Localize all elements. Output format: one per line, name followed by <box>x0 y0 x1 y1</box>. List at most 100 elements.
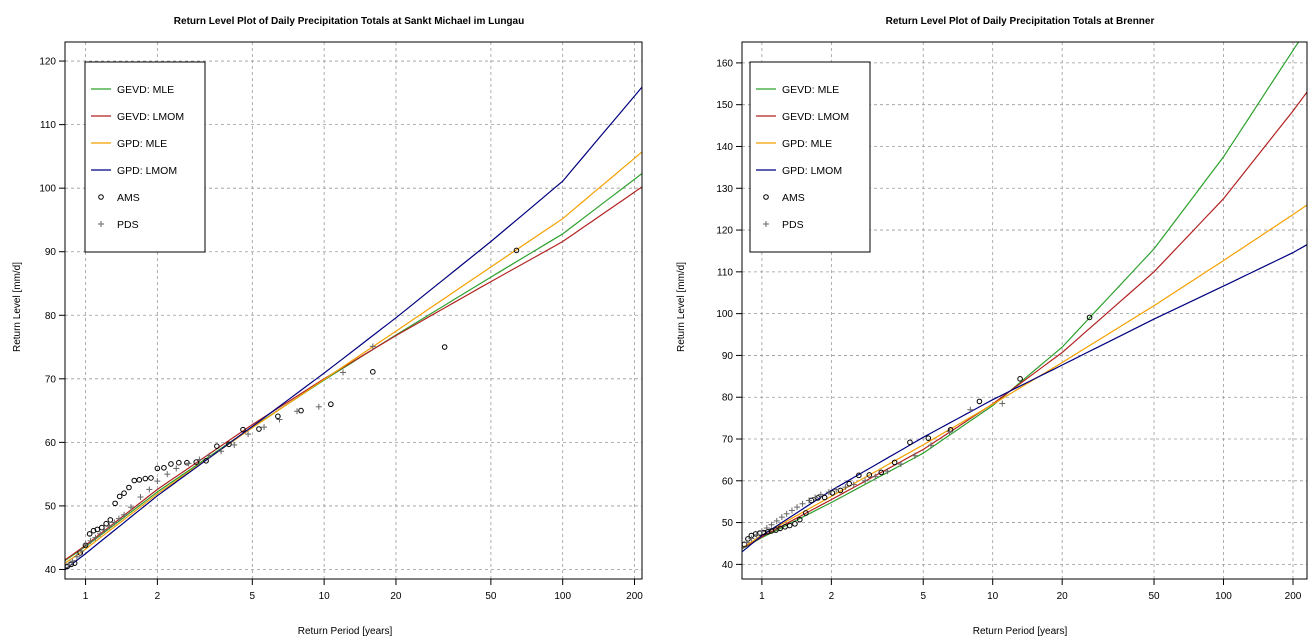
y-tick-label: 70 <box>722 435 734 446</box>
x-tick-label: 5 <box>920 591 926 602</box>
pds-point <box>927 442 934 449</box>
ams-point <box>370 369 376 375</box>
pds-point <box>788 507 795 514</box>
y-tick-label: 60 <box>45 438 57 449</box>
pds-point <box>748 535 755 542</box>
pds-point <box>369 343 376 350</box>
x-tick-label: 200 <box>626 591 643 602</box>
legend-item: GPD: LMOM <box>756 165 842 177</box>
chart-panel-brenner: Return Level Plot of Daily Precipitation… <box>676 16 1308 637</box>
pds-point <box>137 494 144 501</box>
series-line <box>742 91 1307 550</box>
x-axis-label: Return Period [years] <box>298 626 393 637</box>
pds-point <box>276 416 283 423</box>
pds-point <box>121 511 128 518</box>
pds-point <box>261 424 268 431</box>
pds-point <box>115 515 122 522</box>
y-axis-label: Return Level [mm/d] <box>12 262 23 352</box>
y-tick-label: 140 <box>716 142 733 153</box>
x-tick-label: 100 <box>1215 591 1232 602</box>
pds-point <box>884 468 891 475</box>
ams-point <box>837 487 844 494</box>
ams-point <box>907 439 913 446</box>
ams-point <box>94 526 101 533</box>
x-tick-label: 20 <box>1057 591 1069 602</box>
pds-point <box>773 517 780 524</box>
y-tick-label: 70 <box>45 374 57 385</box>
axis-ticks <box>59 60 636 585</box>
pds-point <box>825 489 832 496</box>
ams-point <box>226 441 232 448</box>
plot-frame <box>64 41 643 580</box>
ams-point <box>298 407 304 414</box>
ams-point <box>797 516 803 523</box>
pds-point <box>231 441 238 448</box>
pds-point <box>106 523 113 530</box>
axis-ticks <box>736 62 1294 585</box>
legend-label: AMS <box>117 192 140 204</box>
pds-point <box>783 510 790 517</box>
ams-point <box>112 500 118 507</box>
pds-point <box>315 403 322 410</box>
y-tick-label: 160 <box>716 58 733 69</box>
legend-item: AMS <box>98 192 140 204</box>
plot-frame <box>741 41 1308 580</box>
y-tick-label: 150 <box>716 100 733 111</box>
series-line <box>742 244 1307 553</box>
ams-point <box>214 443 220 449</box>
plot-area <box>65 86 642 571</box>
ams-point <box>184 459 190 466</box>
pds-point <box>862 477 869 484</box>
pds-point <box>850 481 857 488</box>
ams-point <box>256 426 262 432</box>
y-tick-label: 120 <box>39 57 56 68</box>
pds-point <box>911 452 918 459</box>
legend-item: GEVD: LMOM <box>91 111 184 123</box>
plot-area <box>742 42 1307 553</box>
ams-point <box>136 477 143 483</box>
y-tick-label: 60 <box>722 476 734 487</box>
pds-point <box>218 448 225 455</box>
pds-point <box>799 500 806 507</box>
ams-point <box>86 531 93 537</box>
series-line <box>65 151 642 564</box>
pds-point <box>92 534 99 541</box>
pds-point <box>146 486 153 493</box>
ams-point <box>777 525 783 532</box>
y-tick-label: 100 <box>39 184 56 195</box>
pds-point <box>185 460 192 467</box>
pds-point <box>164 471 171 478</box>
legend: GEVD: MLE GEVD: LMOM GPD: MLE GPD: LMOM AMS P… <box>84 61 206 253</box>
ams-point <box>829 490 836 496</box>
legend-item: GPD: MLE <box>91 138 167 150</box>
y-tick-label: 100 <box>716 309 733 320</box>
pds-point <box>967 406 974 413</box>
ams-point <box>1017 376 1023 382</box>
ams-point <box>131 477 138 484</box>
pds-point <box>812 494 819 501</box>
x-tick-label: 1 <box>83 591 89 602</box>
y-tick-label: 90 <box>722 351 734 362</box>
pds-point <box>743 539 750 546</box>
ams-point <box>148 475 154 481</box>
ams-point <box>176 459 182 466</box>
pds-point <box>111 519 118 526</box>
ams-point <box>856 472 862 479</box>
y-tick-label: 110 <box>717 267 733 278</box>
ams-point <box>142 475 149 482</box>
legend-item: GPD: LMOM <box>91 165 177 177</box>
pds-point <box>946 428 953 435</box>
pds-point <box>999 400 1006 407</box>
ams-point <box>107 517 114 523</box>
ams-point <box>121 490 127 497</box>
legend-item: GEVD: MLE <box>91 84 174 96</box>
pds-point <box>763 525 770 532</box>
y-tick-label: 120 <box>716 226 733 237</box>
ams-point <box>821 494 828 501</box>
ams-point <box>513 247 520 254</box>
y-tick-label: 80 <box>45 311 57 322</box>
pds-point <box>82 541 89 548</box>
ams-point <box>240 426 246 433</box>
pds-point <box>897 461 904 468</box>
ams-point <box>792 521 798 527</box>
